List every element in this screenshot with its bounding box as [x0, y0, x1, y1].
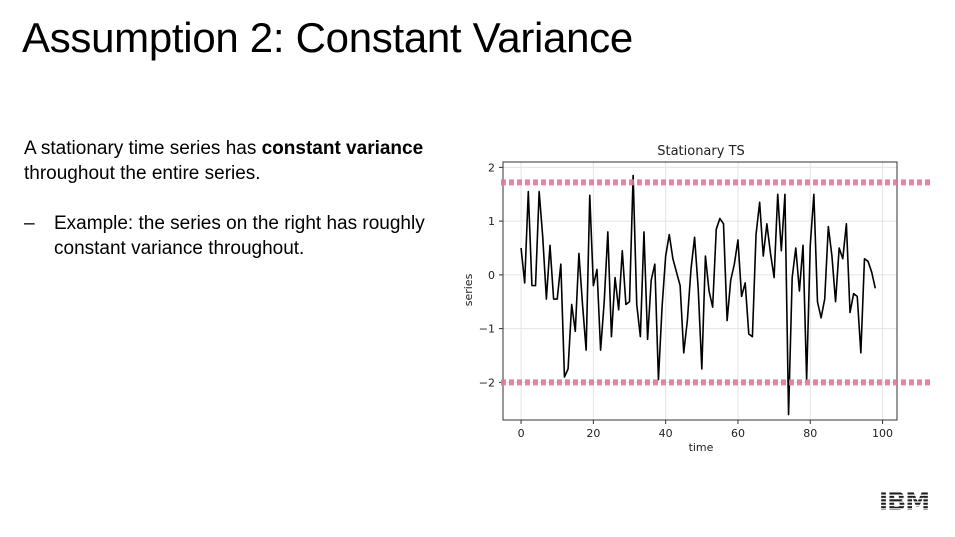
ibm-logo-text: IBM: [879, 489, 929, 513]
slide-body: A stationary time series has constant va…: [24, 136, 444, 261]
y-tick-label: 2: [488, 161, 495, 174]
y-tick-label: 0: [488, 269, 495, 282]
x-tick-label: 80: [803, 427, 817, 440]
y-tick-label: −1: [479, 323, 495, 336]
y-tick-label: −2: [479, 376, 495, 389]
x-tick-label: 20: [586, 427, 600, 440]
y-axis-label: series: [462, 273, 475, 306]
intro-prefix: A stationary time series has: [24, 138, 262, 159]
series-line: [520, 174, 877, 416]
chart-title: Stationary TS: [657, 144, 745, 159]
bullet-item: – Example: the series on the right has r…: [24, 211, 444, 261]
ibm-logo: IBM: [879, 489, 930, 513]
intro-paragraph: A stationary time series has constant va…: [24, 136, 444, 186]
intro-suffix: throughout the entire series.: [24, 163, 261, 184]
x-tick-label: 0: [518, 427, 525, 440]
x-tick-label: 100: [872, 427, 893, 440]
x-axis-label: time: [689, 441, 714, 454]
stationary-ts-chart: Stationary TS time series 0 20 40 60 80 100 −2…: [440, 135, 940, 465]
bullet-text: Example: the series on the right has rou…: [54, 213, 425, 259]
intro-emphasis: constant variance: [261, 138, 424, 159]
plot-area: [503, 162, 897, 420]
x-tick-label: 60: [731, 427, 745, 440]
chart-svg: Stationary TS time series 0 20 40 60 80 100−2…: [462, 144, 930, 454]
axes-frame: [502, 161, 898, 421]
bullet-dash: –: [24, 213, 35, 234]
x-tick-label: 40: [659, 427, 673, 440]
slide-title: Assumption 2: Constant Variance: [22, 14, 633, 61]
y-tick-label: 1: [488, 215, 495, 228]
